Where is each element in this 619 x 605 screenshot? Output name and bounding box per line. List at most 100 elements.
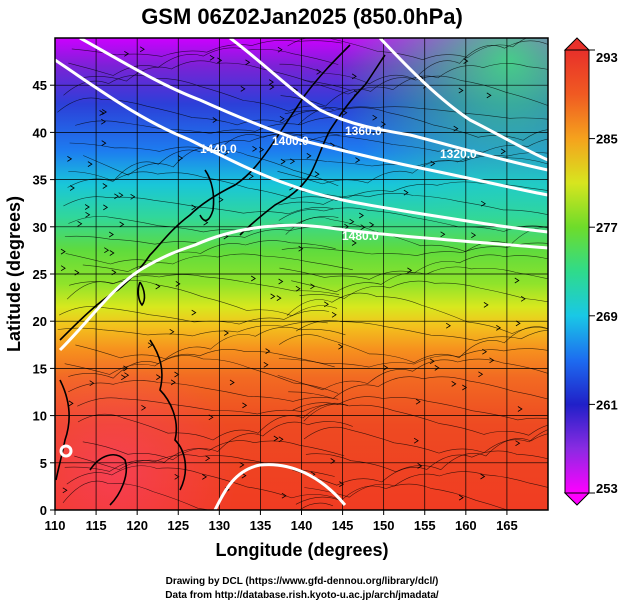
colorbar: 253 261 269 277 285 293: [563, 37, 618, 506]
streamline-arrow: [130, 193, 136, 200]
streamline-arrow: [520, 295, 526, 302]
streamline-arrow: [415, 398, 421, 405]
x-tick-label: 130: [208, 518, 230, 533]
streamline: [303, 403, 548, 436]
colorbar-tick-label: 261: [596, 397, 618, 412]
streamline: [302, 181, 548, 199]
streamline: [291, 450, 548, 486]
contour-label-1360: 1360.0: [345, 124, 382, 138]
streamline-arrow: [99, 110, 105, 116]
streamline-arrow: [263, 361, 269, 368]
streamline-arrow: [118, 192, 124, 199]
streamline-arrow: [279, 115, 285, 122]
streamline-arrow: [429, 358, 435, 365]
streamline-arrow: [451, 381, 457, 387]
streamline-arrow: [478, 371, 484, 378]
y-tick-label: 25: [33, 267, 47, 282]
colorbar-tick-label: 253: [596, 481, 618, 496]
streamline: [291, 266, 548, 293]
streamline: [74, 440, 345, 470]
streamline-arrow: [278, 278, 284, 285]
streamline-arrow: [295, 285, 301, 292]
streamline-arrow: [434, 365, 440, 371]
y-axis-label: Latitude (degrees): [4, 196, 24, 352]
streamline-arrow: [298, 245, 304, 252]
streamline-arrow: [208, 414, 214, 421]
streamline-arrow: [351, 73, 357, 80]
y-tick-label: 45: [33, 78, 47, 93]
contour-small-circle: [59, 444, 73, 458]
streamline-arrow: [268, 79, 274, 85]
streamline-arrow: [111, 269, 117, 276]
y-tick-label: 10: [33, 409, 47, 424]
streamline-arrow: [60, 248, 66, 255]
streamline-arrow: [156, 374, 162, 380]
streamline: [68, 47, 339, 76]
streamline: [277, 358, 548, 391]
streamline-arrow: [323, 301, 329, 308]
streamline-arrow: [515, 320, 521, 327]
contour-south: [213, 463, 347, 510]
contour-1480: [58, 223, 548, 352]
streamline-arrow: [175, 281, 181, 287]
coastlines: [55, 44, 386, 506]
streamline-arrow: [486, 92, 492, 99]
y-tick-label: 15: [33, 361, 47, 376]
streamline-arrow: [67, 156, 73, 162]
streamline: [278, 348, 548, 368]
streamline-arrow: [68, 400, 74, 407]
streamline-arrow: [270, 293, 276, 300]
x-tick-label: 125: [167, 518, 189, 533]
x-tick-label: 165: [496, 518, 518, 533]
streamline-arrow: [114, 193, 120, 200]
streamline-arrow: [209, 54, 215, 61]
streamline-arrow: [217, 57, 223, 64]
streamline-arrow: [496, 325, 502, 331]
coastline-borneo: [89, 454, 128, 506]
streamline: [68, 355, 339, 394]
streamline-arrow: [500, 148, 506, 155]
streamline: [67, 171, 338, 202]
streamline-arrow: [239, 462, 245, 468]
streamline: [57, 321, 328, 337]
streamline-arrow: [369, 222, 375, 228]
streamline-arrow: [108, 231, 114, 238]
contour-labels: 1440.0 1400.0 1360.0 1320.0 1480.0: [200, 124, 477, 243]
streamline-arrow: [453, 125, 459, 132]
contour-1440: [55, 58, 548, 234]
streamline: [278, 207, 548, 232]
x-tick-label: 140: [291, 518, 313, 533]
x-tick-label: 115: [86, 518, 107, 533]
streamline: [304, 471, 548, 498]
coastline-philippines: [149, 339, 187, 491]
contour-1360: [229, 38, 548, 172]
streamline-arrow: [458, 494, 464, 501]
streamline: [63, 74, 334, 112]
streamline: [82, 421, 353, 461]
streamline-arrow: [139, 46, 145, 53]
streamline-arrow: [480, 473, 486, 480]
streamline-arrow: [252, 146, 258, 152]
streamline-arrow: [62, 487, 68, 494]
streamline-arrow: [514, 277, 520, 284]
coastline-japan: [239, 54, 386, 236]
streamline: [77, 402, 349, 441]
streamline-arrow: [265, 348, 271, 354]
streamline-arrow: [124, 50, 130, 57]
streamline: [302, 135, 548, 153]
streamline-arrow: [60, 265, 66, 272]
streamline-arrow: [360, 224, 366, 231]
streamline-arrow: [403, 189, 409, 196]
streamline-arrow: [440, 231, 446, 238]
streamline-arrow: [191, 309, 197, 316]
streamline: [281, 242, 548, 256]
streamline-arrow: [174, 473, 180, 480]
coastline-korea: [199, 169, 215, 222]
y-tick-label: 20: [33, 314, 47, 329]
colorbar-tick-label: 293: [596, 50, 618, 65]
x-tick-label: 155: [414, 518, 436, 533]
contour-label-1320: 1320.0: [440, 147, 477, 161]
contour-1400: [79, 38, 548, 197]
streamline-arrow: [242, 402, 248, 409]
streamline-arrow: [259, 146, 265, 153]
